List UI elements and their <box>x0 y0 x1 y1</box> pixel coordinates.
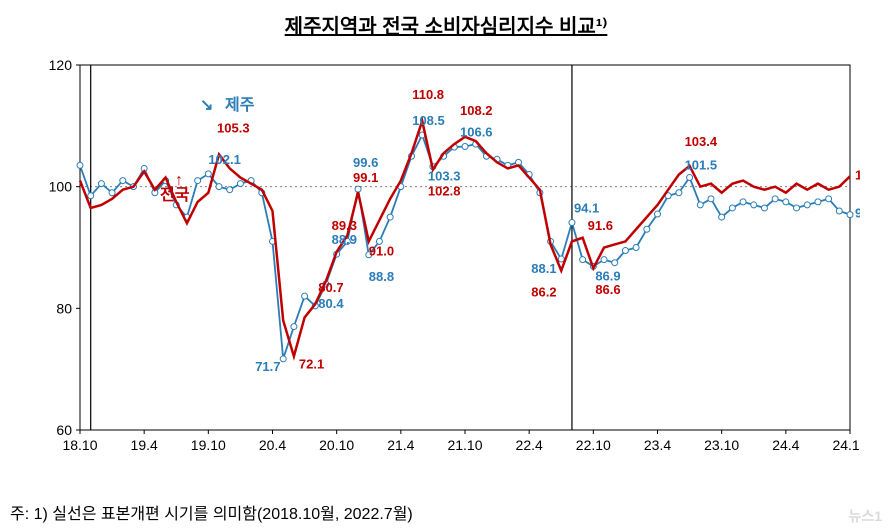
svg-text:19.10: 19.10 <box>191 437 226 453</box>
line-chart: 60 80 100 120 18.10 19.4 19.10 20.4 20.10 21.4 21.… <box>30 50 860 470</box>
svg-text:88.9: 88.9 <box>332 232 357 247</box>
svg-text:88.8: 88.8 <box>369 269 394 284</box>
svg-text:103.3: 103.3 <box>428 169 461 184</box>
svg-text:103.4: 103.4 <box>685 134 718 149</box>
svg-text:↑: ↑ <box>175 172 183 189</box>
svg-text:91.0: 91.0 <box>369 243 394 258</box>
svg-text:71.7: 71.7 <box>255 359 280 374</box>
svg-text:↘: ↘ <box>200 97 213 114</box>
svg-text:23.10: 23.10 <box>704 437 739 453</box>
svg-text:18.10: 18.10 <box>62 437 97 453</box>
svg-text:86.6: 86.6 <box>595 282 620 297</box>
svg-text:102.8: 102.8 <box>428 184 461 199</box>
chart-container: 60 80 100 120 18.10 19.4 19.10 20.4 20.10 21.4 21.… <box>30 50 860 470</box>
svg-text:99.6: 99.6 <box>353 155 378 170</box>
svg-text:99.1: 99.1 <box>353 170 378 185</box>
svg-text:20.10: 20.10 <box>319 437 354 453</box>
svg-text:89.3: 89.3 <box>332 218 357 233</box>
svg-text:72.1: 72.1 <box>299 356 324 371</box>
svg-text:108.5: 108.5 <box>412 113 445 128</box>
svg-text:80: 80 <box>56 300 72 316</box>
svg-text:21.10: 21.10 <box>447 437 482 453</box>
svg-text:86.9: 86.9 <box>595 268 620 283</box>
svg-text:제주: 제주 <box>225 96 255 114</box>
svg-text:24.4: 24.4 <box>772 437 799 453</box>
svg-text:110.8: 110.8 <box>412 87 444 102</box>
svg-text:22.10: 22.10 <box>576 437 611 453</box>
svg-text:22.4: 22.4 <box>516 437 543 453</box>
svg-text:105.3: 105.3 <box>217 120 250 135</box>
svg-text:120: 120 <box>49 57 73 73</box>
svg-text:108.2: 108.2 <box>460 103 493 118</box>
chart-title: 제주지역과 전국 소비자심리지수 비교¹⁾ <box>0 0 892 39</box>
svg-text:101.7: 101.7 <box>855 167 860 182</box>
svg-text:91.6: 91.6 <box>588 218 613 233</box>
svg-text:80.4: 80.4 <box>318 296 344 311</box>
svg-text:101.5: 101.5 <box>685 158 718 173</box>
svg-text:94.1: 94.1 <box>574 201 599 216</box>
svg-text:60: 60 <box>56 422 72 438</box>
svg-text:21.4: 21.4 <box>387 437 414 453</box>
svg-text:95.4: 95.4 <box>855 206 860 221</box>
svg-text:106.6: 106.6 <box>460 125 493 140</box>
svg-text:88.1: 88.1 <box>531 261 556 276</box>
svg-text:80.7: 80.7 <box>318 280 343 295</box>
svg-text:24.10: 24.10 <box>832 437 860 453</box>
footnote: 주: 1) 실선은 표본개편 시기를 의미함(2018.10월, 2022.7월… <box>10 500 413 524</box>
svg-text:102.1: 102.1 <box>208 152 241 167</box>
svg-text:86.2: 86.2 <box>531 285 556 300</box>
watermark: 뉴스1 <box>848 506 882 526</box>
svg-text:20.4: 20.4 <box>259 437 286 453</box>
svg-text:19.4: 19.4 <box>131 437 158 453</box>
svg-text:23.4: 23.4 <box>644 437 671 453</box>
svg-text:100: 100 <box>49 179 73 195</box>
